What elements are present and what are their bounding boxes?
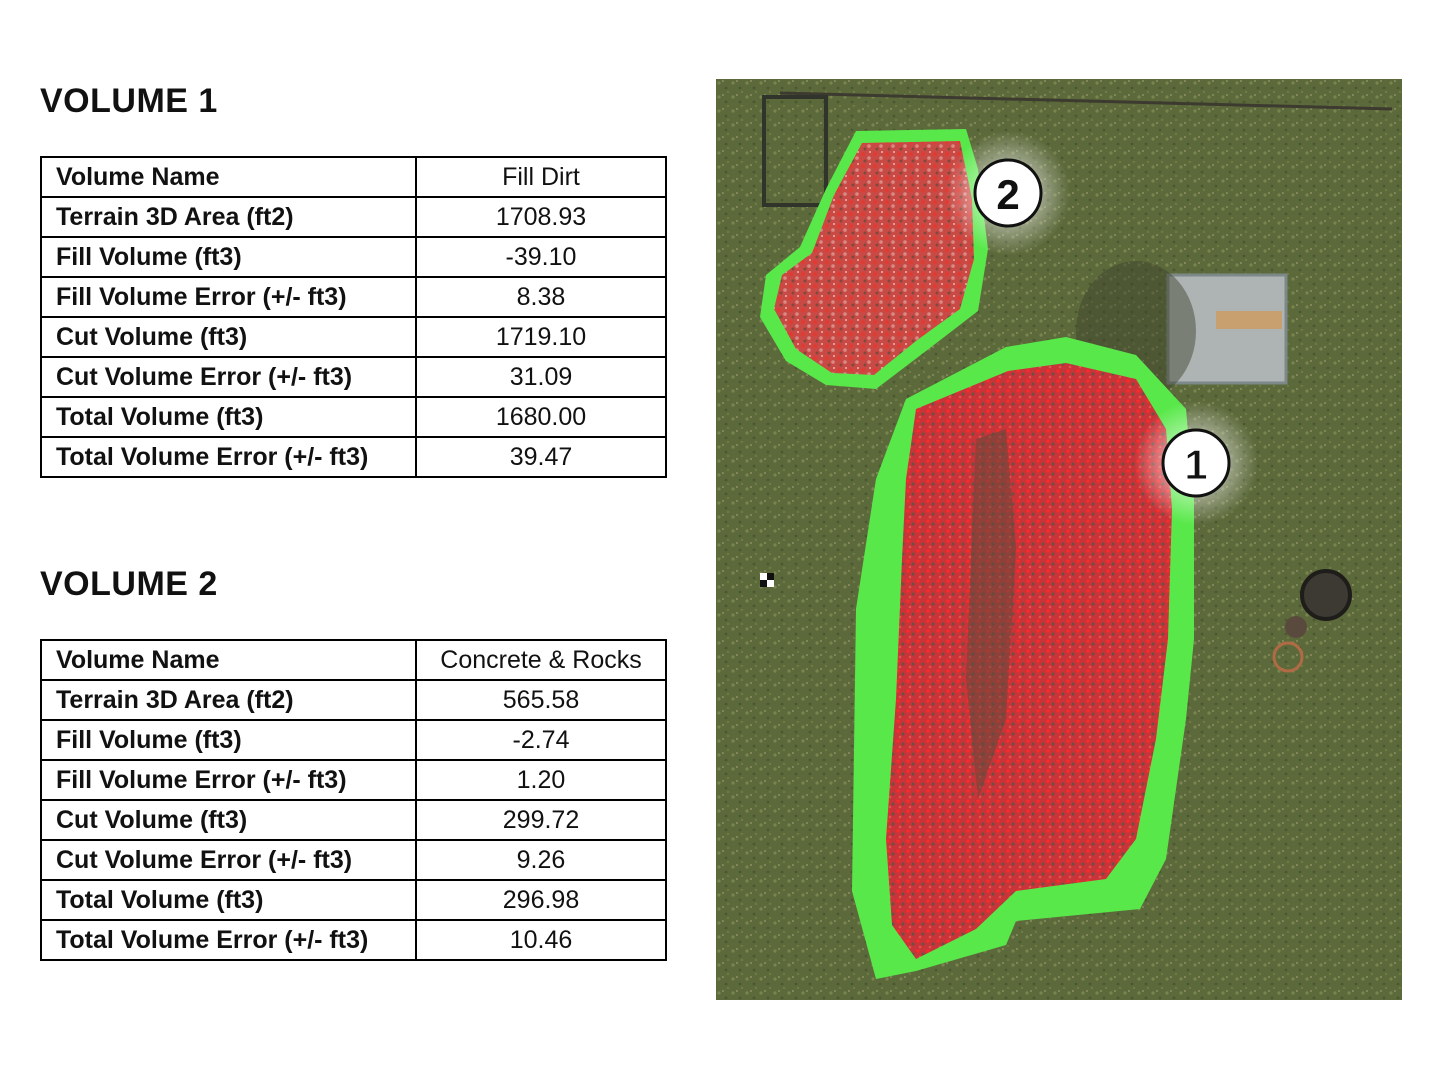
table-row: Fill Volume (ft3) -39.10 [40,236,667,278]
barrel [1300,569,1352,621]
row-label: Fill Volume (ft3) [40,236,417,278]
row-label: Cut Volume Error (+/- ft3) [40,839,417,881]
table-row: Terrain 3D Area (ft2) 565.58 [40,679,667,721]
row-label: Fill Volume (ft3) [40,719,417,761]
row-value: 1719.10 [415,316,667,358]
volume-2-table: Volume Name Concrete & Rocks Terrain 3D A… [40,639,667,961]
gate-frame [762,95,828,207]
table-row: Cut Volume (ft3) 1719.10 [40,316,667,358]
row-label: Cut Volume (ft3) [40,316,417,358]
volume-1-table: Volume Name Fill Dirt Terrain 3D Area (ft… [40,156,667,478]
marker-1-circle [1161,428,1231,498]
row-value: Fill Dirt [415,156,667,198]
bucket [1285,616,1307,638]
row-label: Terrain 3D Area (ft2) [40,196,417,238]
table-row: Volume Name Fill Dirt [40,156,667,198]
shed-board [1216,311,1282,329]
row-value: 9.26 [415,839,667,881]
row-value: -2.74 [415,719,667,761]
row-value: 39.47 [415,436,667,478]
row-value: 1.20 [415,759,667,801]
row-value: 299.72 [415,799,667,841]
aerial-volume-map: 1 2 [716,79,1402,1000]
hose-coil [1272,641,1304,673]
row-value: -39.10 [415,236,667,278]
row-value: 296.98 [415,879,667,921]
row-label: Total Volume Error (+/- ft3) [40,436,417,478]
row-label: Cut Volume Error (+/- ft3) [40,356,417,398]
row-label: Total Volume Error (+/- ft3) [40,919,417,961]
row-value: Concrete & Rocks [415,639,667,681]
table-row: Terrain 3D Area (ft2) 1708.93 [40,196,667,238]
table-row: Fill Volume Error (+/- ft3) 8.38 [40,276,667,318]
row-label: Cut Volume (ft3) [40,799,417,841]
row-value: 565.58 [415,679,667,721]
pile-dark-ridge [966,429,1016,799]
table-row: Total Volume (ft3) 296.98 [40,879,667,921]
table-row: Fill Volume (ft3) -2.74 [40,719,667,761]
row-value: 31.09 [415,356,667,398]
marker-2-circle [973,158,1043,228]
table-row: Cut Volume (ft3) 299.72 [40,799,667,841]
row-label: Fill Volume Error (+/- ft3) [40,276,417,318]
row-value: 1708.93 [415,196,667,238]
volume-2-pile [774,141,974,375]
row-value: 1680.00 [415,396,667,438]
row-label: Volume Name [40,639,417,681]
row-label: Fill Volume Error (+/- ft3) [40,759,417,801]
table-row: Total Volume Error (+/- ft3) 39.47 [40,436,667,478]
table-row: Cut Volume Error (+/- ft3) 9.26 [40,839,667,881]
row-label: Total Volume (ft3) [40,396,417,438]
row-value: 8.38 [415,276,667,318]
volume-1-heading: VOLUME 1 [40,82,218,120]
fence-line [779,91,1393,111]
marker-1-label: 1 [1184,441,1207,488]
table-row: Cut Volume Error (+/- ft3) 31.09 [40,356,667,398]
marker-2-label: 2 [996,171,1019,218]
table-row: Total Volume (ft3) 1680.00 [40,396,667,438]
row-value: 10.46 [415,919,667,961]
volume-1-pile [886,363,1172,959]
table-row: Volume Name Concrete & Rocks [40,639,667,681]
table-row: Total Volume Error (+/- ft3) 10.46 [40,919,667,961]
row-label: Volume Name [40,156,417,198]
table-row: Fill Volume Error (+/- ft3) 1.20 [40,759,667,801]
row-label: Terrain 3D Area (ft2) [40,679,417,721]
row-label: Total Volume (ft3) [40,879,417,921]
volume-2-heading: VOLUME 2 [40,565,218,603]
